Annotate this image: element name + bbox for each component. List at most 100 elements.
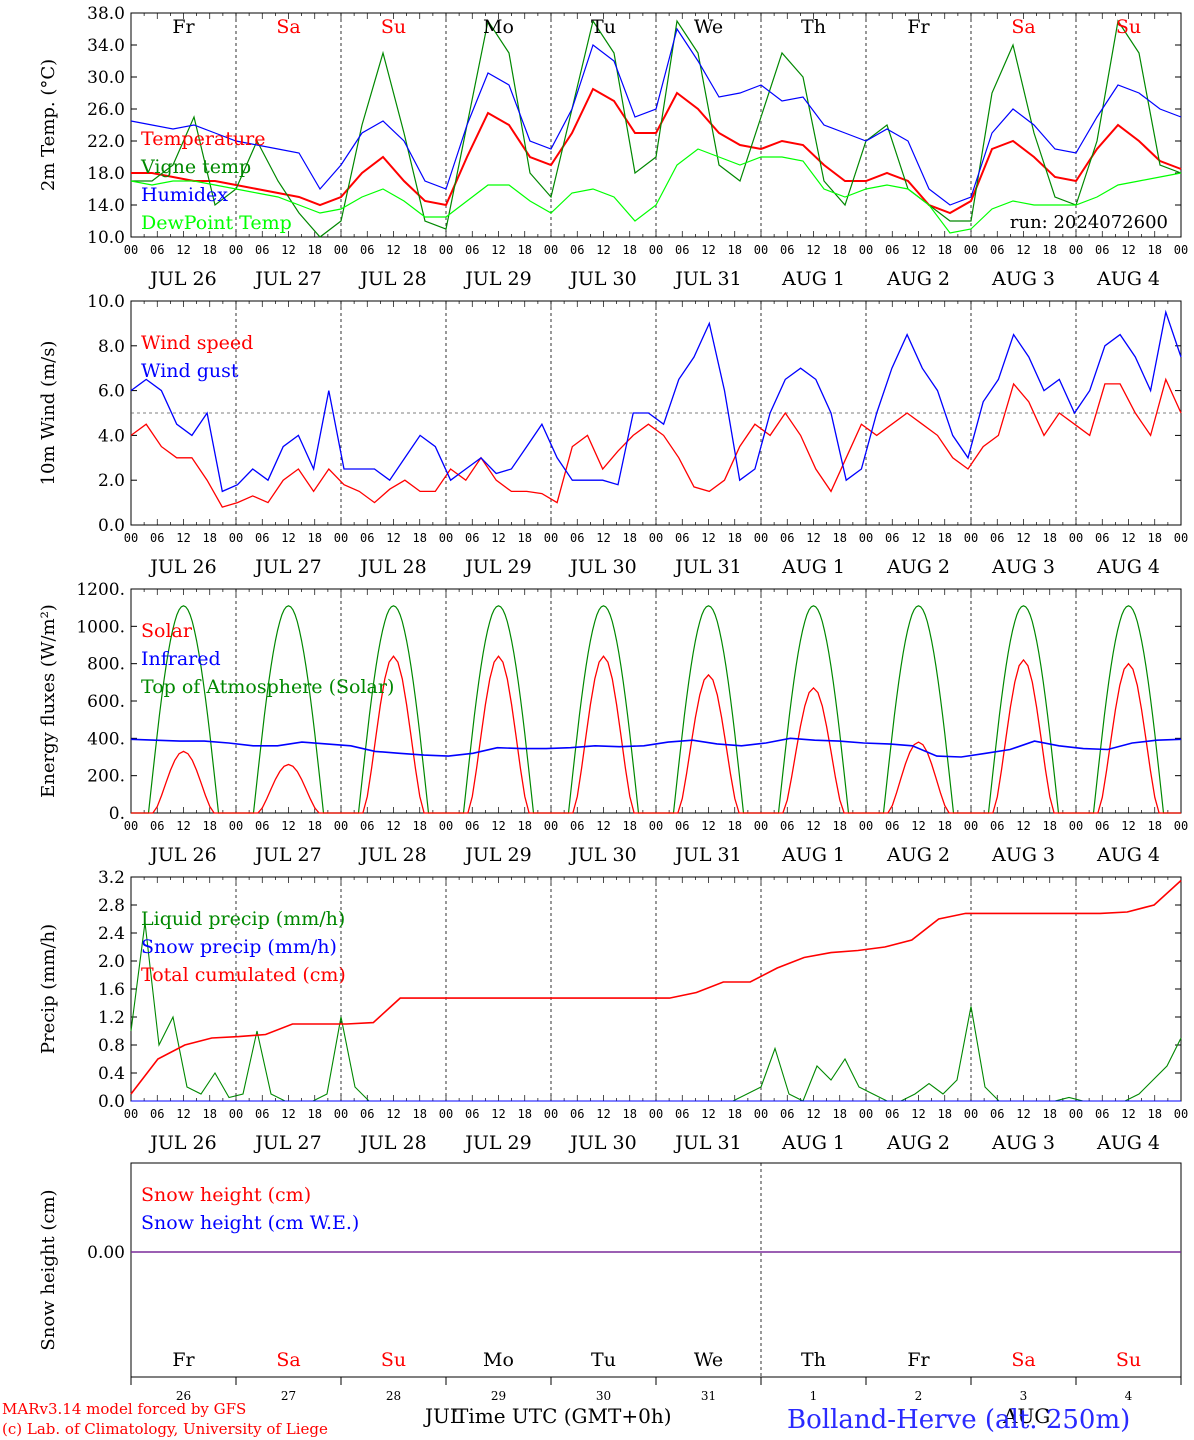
series-dewpoint-temp xyxy=(130,148,1182,234)
hour-label: 18 xyxy=(938,1107,952,1121)
date-label: JUL 28 xyxy=(358,268,426,290)
date-label: JUL 27 xyxy=(253,268,321,290)
hour-label: 06 xyxy=(360,531,374,545)
hour-label: 00 xyxy=(124,1107,138,1121)
y-tick-label: 34.0 xyxy=(87,36,125,56)
hour-label: 12 xyxy=(176,819,190,833)
y-tick-label: 200. xyxy=(87,767,125,787)
hour-label: 00 xyxy=(649,1107,663,1121)
hour-label: 06 xyxy=(465,1107,479,1121)
day-number: 26 xyxy=(176,1389,191,1403)
date-label: JUL 28 xyxy=(358,556,426,578)
hour-label: 06 xyxy=(780,819,794,833)
series-solar xyxy=(131,655,1181,814)
hour-label: 18 xyxy=(938,819,952,833)
hour-label: 06 xyxy=(885,531,899,545)
date-label: AUG 2 xyxy=(886,556,950,578)
hour-label: 12 xyxy=(911,819,925,833)
hour-label: 12 xyxy=(1016,243,1030,257)
hour-label: 18 xyxy=(728,1107,742,1121)
hour-label: 12 xyxy=(281,819,295,833)
hour-label: 18 xyxy=(203,531,217,545)
y-tick-label: 0.0 xyxy=(98,1092,125,1112)
hour-label: 18 xyxy=(1043,531,1057,545)
hour-label: 18 xyxy=(308,1107,322,1121)
hour-label: 06 xyxy=(465,819,479,833)
y-tick-label: 4.0 xyxy=(98,426,125,446)
hour-label: 18 xyxy=(1148,243,1162,257)
day-number: 30 xyxy=(596,1389,611,1403)
hour-label: 12 xyxy=(596,531,610,545)
hour-label: 00 xyxy=(649,531,663,545)
hour-label: 18 xyxy=(728,243,742,257)
y-axis-label: Energy fluxes (W/m²) xyxy=(38,604,59,798)
hour-label: 06 xyxy=(150,531,164,545)
hour-label: 00 xyxy=(439,819,453,833)
date-label: JUL 31 xyxy=(673,268,741,290)
hour-label: 18 xyxy=(1043,1107,1057,1121)
series-vigne-temp xyxy=(131,19,1182,238)
weekday-label: Mo xyxy=(483,16,514,38)
day-number: 27 xyxy=(281,1389,296,1403)
date-label: AUG 2 xyxy=(886,268,950,290)
hour-label: 12 xyxy=(1121,243,1135,257)
weekday-label: Fr xyxy=(907,16,930,38)
y-tick-label: 0.8 xyxy=(98,1036,125,1056)
day-number: 3 xyxy=(1020,1389,1028,1403)
hour-label: 06 xyxy=(990,819,1004,833)
hour-label: 06 xyxy=(675,531,689,545)
legend-top-of-atmosphere-solar-: Top of Atmosphere (Solar) xyxy=(141,676,394,698)
hour-label: 18 xyxy=(728,531,742,545)
y-tick-label: 22.0 xyxy=(87,132,125,152)
hour-label: 00 xyxy=(964,819,978,833)
hour-label: 00 xyxy=(229,1107,243,1121)
hour-label: 06 xyxy=(465,243,479,257)
legend-infrared: Infrared xyxy=(141,648,221,670)
weekday-label: Th xyxy=(801,1349,826,1371)
y-tick-label: 0.00 xyxy=(87,1243,125,1263)
weekday-label: Fr xyxy=(907,1349,930,1371)
panel-2: 00 06 12 18 00 06 12 18 00 06 12 18 00 06 12 18 00 06 12 18… xyxy=(38,292,1188,578)
weekday-label: We xyxy=(694,16,723,38)
legend-wind-gust: Wind gust xyxy=(141,360,239,382)
date-label: JUL 31 xyxy=(673,1132,741,1154)
hour-label: 18 xyxy=(518,1107,532,1121)
date-label: JUL 27 xyxy=(253,844,321,866)
hour-label: 00 xyxy=(1069,243,1083,257)
hour-label: 06 xyxy=(255,819,269,833)
y-axis-label: 2m Temp. (°C) xyxy=(38,59,59,191)
date-label: AUG 1 xyxy=(781,844,845,866)
hour-label: 12 xyxy=(491,819,505,833)
hour-label: 00 xyxy=(859,243,873,257)
hour-label: 06 xyxy=(150,243,164,257)
hour-label: 12 xyxy=(1121,531,1135,545)
hour-label: 18 xyxy=(203,819,217,833)
hour-label: 00 xyxy=(124,243,138,257)
hour-label: 12 xyxy=(806,243,820,257)
y-tick-label: 38.0 xyxy=(87,4,125,24)
weekday-label: Sa xyxy=(1011,16,1035,38)
hour-label: 06 xyxy=(465,531,479,545)
hour-label: 18 xyxy=(1043,243,1057,257)
hour-label: 00 xyxy=(754,819,768,833)
hour-label: 00 xyxy=(1174,243,1188,257)
y-tick-label: 2.8 xyxy=(98,896,125,916)
hour-label: 06 xyxy=(990,243,1004,257)
y-tick-label: 1200. xyxy=(76,580,125,600)
hour-label: 00 xyxy=(439,1107,453,1121)
hour-label: 06 xyxy=(990,531,1004,545)
hour-label: 00 xyxy=(649,819,663,833)
date-label: AUG 4 xyxy=(1096,268,1160,290)
hour-label: 00 xyxy=(229,531,243,545)
date-label: JUL 29 xyxy=(463,844,531,866)
hour-label: 12 xyxy=(491,1107,505,1121)
date-label: AUG 4 xyxy=(1096,844,1160,866)
legend-dewpoint-temp: DewPoint Temp xyxy=(141,212,292,234)
hour-label: 00 xyxy=(964,1107,978,1121)
date-label: JUL 30 xyxy=(568,556,636,578)
hour-label: 12 xyxy=(491,243,505,257)
date-label: AUG 2 xyxy=(886,844,950,866)
date-label: JUL 31 xyxy=(673,844,741,866)
hour-label: 06 xyxy=(255,1107,269,1121)
hour-label: 18 xyxy=(308,531,322,545)
